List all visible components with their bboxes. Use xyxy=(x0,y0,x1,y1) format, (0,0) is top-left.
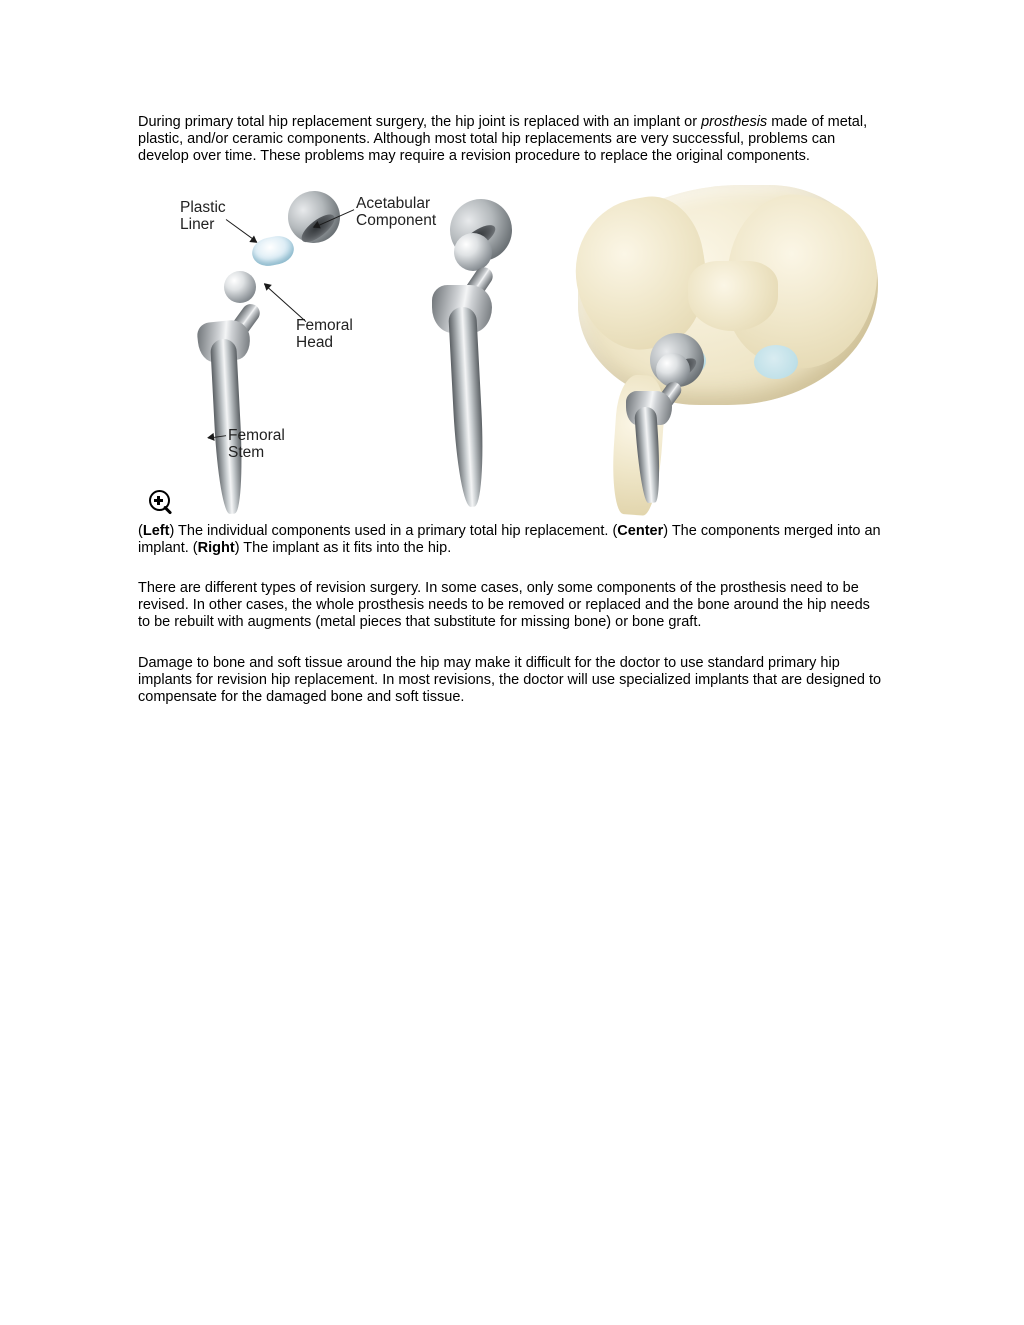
paragraph-2: There are different types of revision su… xyxy=(138,580,886,631)
magnify-plus-icon[interactable] xyxy=(148,489,172,513)
panel-in-hip xyxy=(568,189,868,489)
assembled-ball xyxy=(454,233,492,271)
label-femoral-stem: Femoral Stem xyxy=(228,427,285,461)
femoral-head xyxy=(224,271,256,303)
intro-paragraph: During primary total hip replacement sur… xyxy=(138,114,886,165)
intro-italic: prosthesis xyxy=(701,114,767,130)
intro-pre: During primary total hip replacement sur… xyxy=(138,114,701,130)
label-femoral-head: Femoral Head xyxy=(296,317,353,351)
document-page: During primary total hip replacement sur… xyxy=(0,0,1024,706)
panel-exploded xyxy=(138,189,398,517)
label-plastic-liner: Plastic Liner xyxy=(180,199,226,233)
assembled-stem xyxy=(448,307,486,508)
panel-assembled xyxy=(396,189,576,517)
sacrum xyxy=(688,261,778,331)
figure-caption: (Left) The individual components used in… xyxy=(138,523,886,557)
figure: Plastic Liner Acetabular Component Femor… xyxy=(138,189,886,517)
paragraph-3: Damage to bone and soft tissue around th… xyxy=(138,655,886,706)
figure-canvas: Plastic Liner Acetabular Component Femor… xyxy=(138,189,868,517)
